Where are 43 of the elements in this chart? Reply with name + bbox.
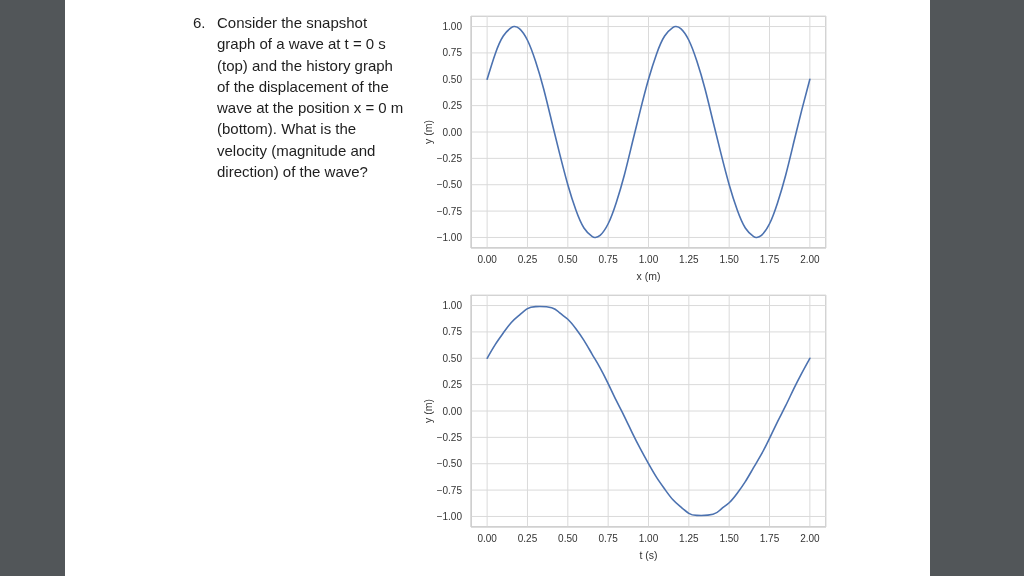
line-series: [486, 25, 811, 239]
x-tick-label: 2.00: [800, 254, 821, 266]
y-tick-label: 1.00: [442, 300, 463, 312]
x-tick-label: 1.00: [638, 254, 659, 266]
y-axis-title: y (m): [421, 399, 434, 423]
y-tick-label: 0.50: [442, 73, 463, 85]
y-tick-label: −1.00: [436, 511, 463, 522]
y-tick-label: −0.75: [436, 484, 463, 496]
y-tick-label: −0.50: [436, 458, 463, 470]
y-tick-label: −0.25: [436, 431, 463, 443]
x-tick-label: 0.75: [598, 533, 619, 545]
y-axis-title: y (m): [421, 120, 434, 144]
x-tick-label: 0.50: [558, 254, 578, 266]
y-tick-label: −0.25: [436, 152, 463, 164]
y-tick-label: 0.75: [442, 326, 463, 338]
y-tick-label: −0.50: [436, 179, 463, 191]
x-axis-title: x (m): [636, 270, 661, 282]
y-tick-label: 0.25: [442, 379, 463, 391]
x-tick-label: 2.00: [800, 533, 821, 545]
y-tick-label: 0.25: [442, 100, 463, 112]
y-tick-label: 0.00: [442, 126, 463, 138]
x-tick-label: 1.50: [719, 533, 740, 545]
text: 6. Consider the snapshot graph of a wave at t = 0 s (top) and the history graph of the displacement of the wave at the position x = 0 m (bottom). What is the velocity (magnitude and direction) of the wave?: [193, 14, 404, 181]
y-tick-label: 0.75: [442, 47, 463, 59]
x-tick-label: 0.00: [477, 254, 498, 266]
x-axis-title: t (s): [639, 549, 658, 561]
y-tick-label: −1.00: [436, 232, 463, 243]
x-tick-label: 0.25: [517, 254, 538, 266]
x-tick-label: 1.50: [719, 254, 740, 266]
x-tick-label: 0.00: [477, 533, 498, 545]
x-tick-label: 1.75: [759, 254, 780, 266]
x-tick-label: 0.75: [598, 254, 619, 266]
x-tick-label: 1.25: [679, 254, 700, 266]
x-tick-label: 1.00: [638, 533, 659, 545]
line-series: [486, 305, 811, 517]
y-tick-label: 1.00: [442, 21, 463, 33]
y-tick-label: 0.50: [442, 352, 463, 364]
x-tick-label: 1.75: [759, 533, 780, 545]
y-tick-label: 0.00: [442, 405, 463, 417]
x-tick-label: 0.50: [558, 533, 578, 545]
x-tick-label: 1.25: [679, 533, 700, 545]
x-tick-label: 0.25: [517, 533, 538, 545]
y-tick-label: −0.75: [436, 205, 463, 217]
